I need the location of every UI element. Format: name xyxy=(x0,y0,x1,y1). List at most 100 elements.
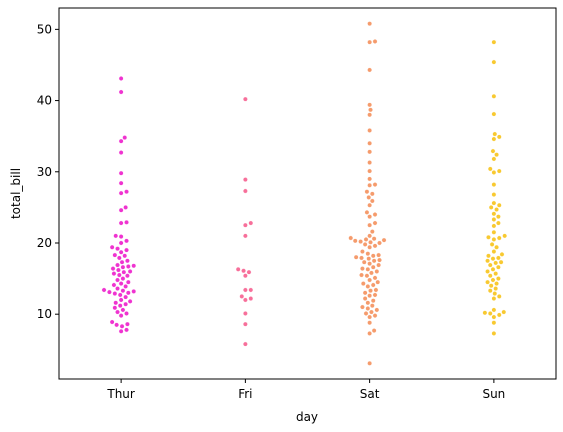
data-point xyxy=(501,309,507,315)
data-point xyxy=(491,59,497,65)
data-point xyxy=(491,136,497,142)
data-point xyxy=(242,273,248,279)
data-point xyxy=(491,211,497,217)
data-point xyxy=(118,190,124,196)
data-point xyxy=(112,305,118,311)
data-point xyxy=(370,264,376,270)
data-point xyxy=(364,273,370,279)
data-point xyxy=(116,267,121,273)
data-point xyxy=(372,275,378,281)
data-point xyxy=(489,242,495,247)
data-point xyxy=(120,264,126,270)
data-point xyxy=(496,168,502,174)
data-point xyxy=(124,219,129,225)
data-point xyxy=(367,314,373,320)
data-point xyxy=(248,220,254,226)
data-point xyxy=(367,222,373,228)
data-point xyxy=(118,281,124,286)
data-point xyxy=(492,291,498,296)
data-point xyxy=(242,321,248,327)
data-point xyxy=(491,93,497,99)
data-point xyxy=(367,277,373,283)
x-axis: Thur Fri Sat Sun xyxy=(106,379,505,401)
data-point xyxy=(120,288,126,294)
data-point xyxy=(118,220,124,226)
data-point xyxy=(491,314,497,320)
data-point xyxy=(370,298,376,304)
data-point xyxy=(248,296,254,301)
data-point xyxy=(118,328,124,334)
data-point xyxy=(125,279,131,285)
data-point xyxy=(242,341,248,347)
data-point xyxy=(369,303,375,309)
data-point xyxy=(367,214,373,220)
x-axis-label: day xyxy=(296,410,318,424)
data-point xyxy=(124,247,129,253)
data-point xyxy=(367,102,373,108)
data-point xyxy=(123,284,129,289)
data-point xyxy=(372,292,378,298)
data-point xyxy=(487,311,493,316)
data-point xyxy=(115,246,120,252)
data-point xyxy=(372,182,378,188)
data-point xyxy=(491,249,497,254)
data-point xyxy=(493,260,499,266)
data-point xyxy=(370,282,376,288)
data-point xyxy=(487,273,493,279)
data-point xyxy=(493,271,499,277)
data-point xyxy=(367,39,373,45)
data-point xyxy=(118,313,124,319)
data-point xyxy=(495,214,501,220)
data-point xyxy=(118,234,124,239)
data-point xyxy=(123,204,129,210)
data-point xyxy=(488,283,494,289)
data-point xyxy=(113,233,119,239)
data-point xyxy=(361,259,367,265)
data-point xyxy=(367,182,373,188)
data-point xyxy=(365,251,371,257)
data-point xyxy=(362,296,368,301)
data-point xyxy=(124,311,129,316)
data-point xyxy=(119,259,125,265)
data-point xyxy=(496,202,502,208)
data-point xyxy=(119,323,125,329)
data-point xyxy=(485,269,490,274)
data-point xyxy=(125,321,130,327)
data-point xyxy=(367,112,373,118)
data-point xyxy=(127,269,133,274)
data-point xyxy=(491,39,497,45)
data-point xyxy=(246,269,252,275)
data-point xyxy=(485,279,490,285)
data-point xyxy=(123,301,129,307)
data-point xyxy=(373,287,379,293)
data-point xyxy=(367,140,373,146)
data-point xyxy=(365,306,371,311)
data-point xyxy=(122,253,128,259)
data-point xyxy=(372,39,378,44)
data-point xyxy=(363,237,369,242)
data-point xyxy=(122,135,128,141)
data-point xyxy=(101,287,107,293)
y-tick-label: 20 xyxy=(37,236,52,250)
data-point xyxy=(491,200,497,206)
data-point xyxy=(488,204,494,210)
data-point xyxy=(115,286,120,291)
data-point xyxy=(348,235,354,241)
data-point xyxy=(360,249,365,254)
data-point xyxy=(242,311,248,316)
data-point xyxy=(369,198,375,204)
x-tick-label: Sun xyxy=(482,387,505,401)
data-point xyxy=(116,272,122,278)
data-point xyxy=(118,150,124,155)
data-point xyxy=(124,189,129,195)
data-point xyxy=(486,253,491,259)
data-point xyxy=(120,307,126,313)
data-point xyxy=(491,223,497,229)
data-point xyxy=(367,320,373,326)
points-layer xyxy=(101,21,508,366)
data-point xyxy=(118,170,124,176)
data-point xyxy=(370,253,376,259)
data-point xyxy=(367,360,373,366)
data-point xyxy=(487,166,493,172)
